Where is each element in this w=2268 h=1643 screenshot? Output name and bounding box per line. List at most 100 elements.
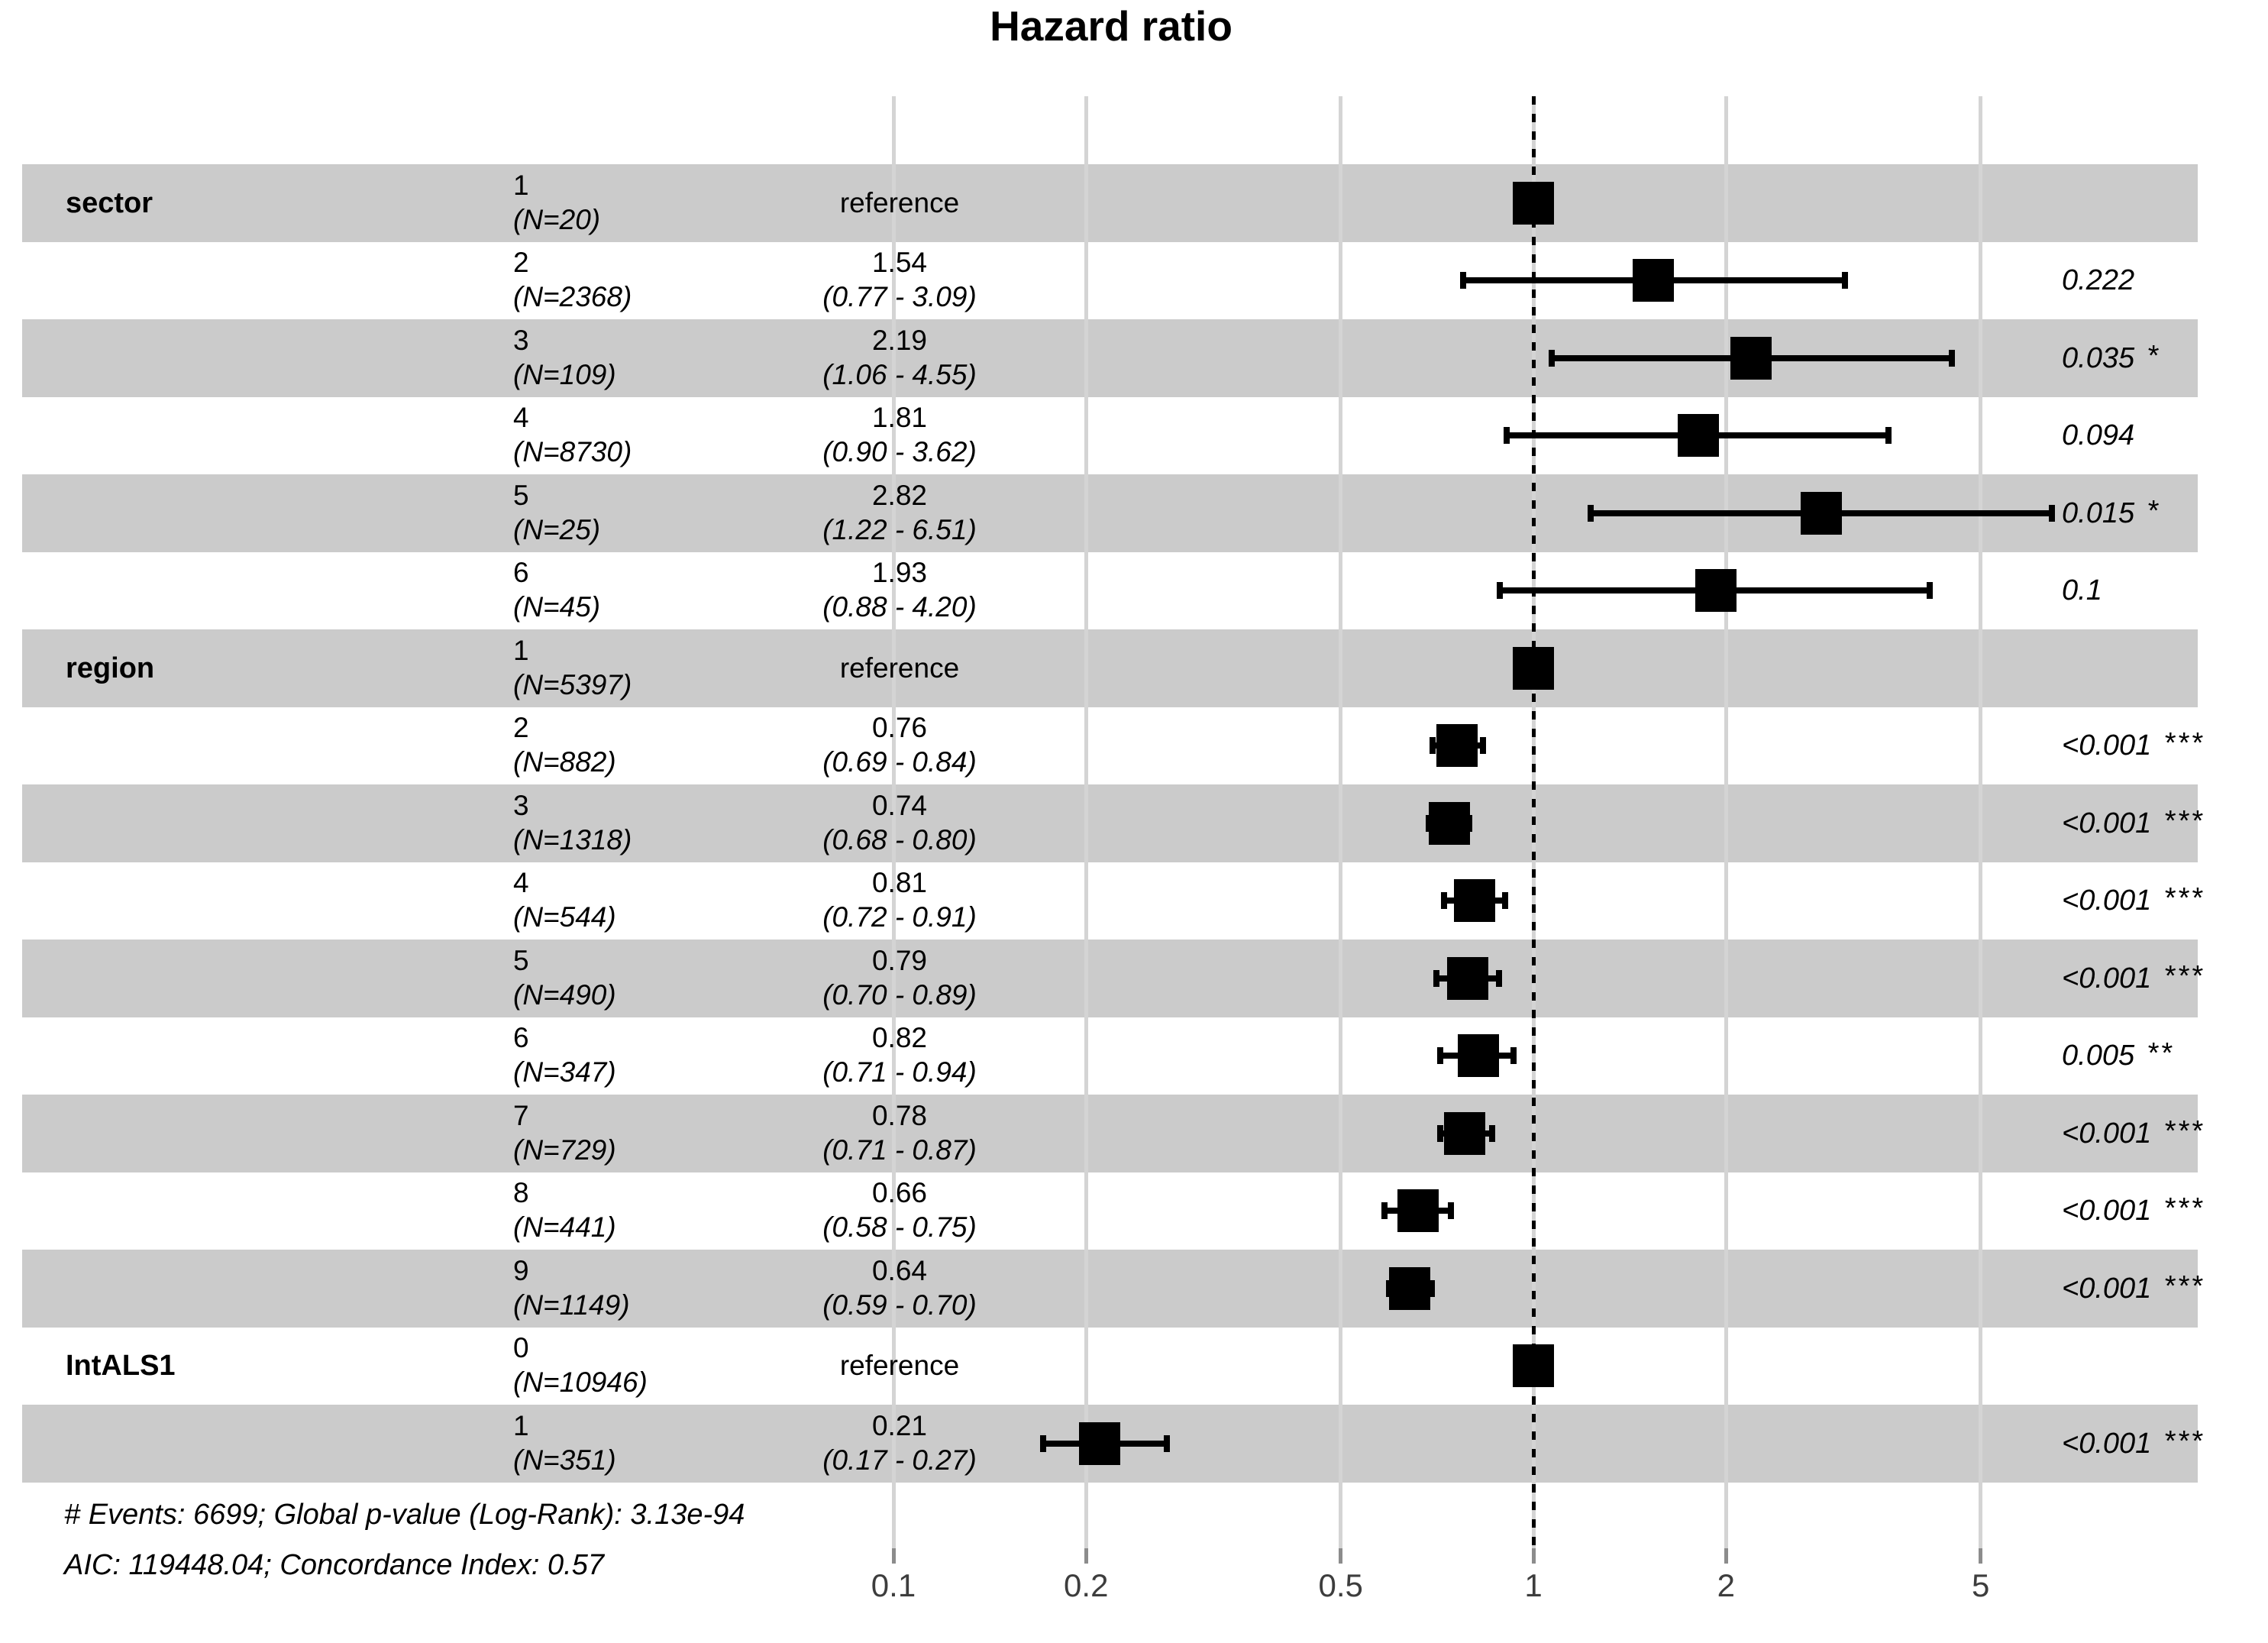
ci-cap-right — [1510, 1047, 1517, 1065]
row-stripe — [22, 164, 2198, 242]
level-value: 2 — [513, 712, 529, 744]
x-axis-tick-label: 0.5 — [1318, 1567, 1363, 1603]
p-value-cell: <0.001 *** — [2062, 1270, 2205, 1306]
level-cell: 9 (N=1149) — [513, 1253, 630, 1322]
level-value: 6 — [513, 557, 529, 589]
confidence-interval: (0.69 - 0.84) — [822, 746, 977, 778]
level-value: 5 — [513, 944, 529, 976]
x-gridline — [1084, 96, 1088, 1548]
ci-cap-left — [1459, 272, 1466, 289]
p-value-cell: 0.015 * — [2062, 494, 2160, 531]
p-value-cell: <0.001 *** — [2062, 960, 2205, 996]
significance-stars: *** — [2163, 882, 2205, 915]
row-stripe — [22, 629, 2198, 707]
hr-marker — [1447, 956, 1489, 1000]
level-n-count: (N=490) — [513, 978, 616, 1011]
x-axis-tick — [891, 1548, 896, 1564]
level-cell: 5 (N=490) — [513, 943, 616, 1012]
x-axis-tick — [1339, 1548, 1343, 1564]
ci-cap-left — [1549, 349, 1556, 367]
hazard-ratio-estimate: 1.54 — [871, 247, 927, 279]
confidence-interval: (0.88 - 4.20) — [822, 591, 977, 623]
ci-cap-right — [1841, 272, 1848, 289]
level-n-count: (N=882) — [513, 746, 616, 778]
hr-marker — [1513, 646, 1554, 690]
ci-cap-left — [1429, 737, 1436, 755]
x-axis-tick — [1724, 1548, 1728, 1564]
ci-cap-left — [1503, 427, 1510, 445]
hazard-ratio-estimate: reference — [839, 186, 960, 218]
hr-marker — [1730, 336, 1772, 380]
confidence-interval: (0.71 - 0.87) — [822, 1134, 977, 1166]
p-value-cell: 0.222 — [2062, 263, 2134, 298]
level-n-count: (N=441) — [513, 1211, 616, 1244]
level-value: 5 — [513, 479, 529, 511]
level-cell: 0 (N=10946) — [513, 1331, 648, 1399]
footnote-aic-concordance: AIC: 119448.04; Concordance Index: 0.57 — [64, 1549, 605, 1581]
level-cell: 6 (N=347) — [513, 1020, 616, 1089]
ci-cap-left — [1437, 1047, 1444, 1065]
significance-stars: * — [2147, 494, 2160, 527]
hr-marker — [1443, 1111, 1485, 1155]
p-value: <0.001 — [2062, 1272, 2152, 1305]
significance-stars: *** — [2163, 804, 2205, 837]
confidence-interval: (0.70 - 0.89) — [822, 978, 977, 1011]
ci-cap-left — [1497, 582, 1504, 600]
p-value-cell: <0.001 *** — [2062, 882, 2205, 918]
p-value-cell: 0.094 — [2062, 418, 2134, 453]
p-value: 0.015 — [2062, 496, 2135, 529]
p-value: <0.001 — [2062, 1195, 2152, 1227]
level-n-count: (N=1149) — [513, 1289, 630, 1321]
hazard-ratio-estimate: 0.66 — [871, 1177, 927, 1209]
confidence-interval: (0.58 - 0.75) — [822, 1211, 977, 1244]
level-cell: 4 (N=8730) — [513, 400, 632, 469]
level-n-count: (N=729) — [513, 1134, 616, 1166]
level-n-count: (N=10946) — [513, 1366, 648, 1399]
level-cell: 3 (N=1318) — [513, 788, 632, 857]
p-value-cell: 0.035 * — [2062, 339, 2160, 376]
level-value: 3 — [513, 789, 529, 821]
estimate-cell: 1.81 (0.90 - 3.62) — [709, 400, 1090, 469]
ci-cap-left — [1441, 892, 1448, 910]
ci-cap-right — [1489, 1124, 1496, 1142]
hr-marker — [1457, 1034, 1499, 1078]
level-n-count: (N=1318) — [513, 823, 632, 855]
p-value-cell: 0.005 ** — [2062, 1037, 2174, 1073]
hr-marker — [1436, 724, 1478, 768]
level-cell: 1 (N=351) — [513, 1409, 616, 1477]
ci-cap-right — [1479, 737, 1486, 755]
significance-stars: * — [2147, 339, 2160, 372]
p-value: <0.001 — [2062, 729, 2152, 762]
estimate-cell: 0.66 (0.58 - 0.75) — [709, 1176, 1090, 1244]
hazard-ratio-estimate: reference — [839, 1350, 960, 1382]
hr-marker — [1454, 879, 1496, 923]
ci-cap-right — [2048, 504, 2055, 522]
p-value: 0.005 — [2062, 1040, 2135, 1072]
estimate-cell: 2.19 (1.06 - 4.55) — [709, 323, 1090, 392]
confidence-interval: (1.06 - 4.55) — [822, 358, 977, 390]
estimate-cell: reference — [709, 186, 1090, 220]
ci-cap-left — [1433, 969, 1440, 987]
level-cell: 5 (N=25) — [513, 478, 600, 547]
confidence-interval: (0.77 - 3.09) — [822, 281, 977, 313]
x-axis-tick-label: 0.1 — [871, 1567, 916, 1603]
level-n-count: (N=109) — [513, 358, 616, 390]
level-cell: 8 (N=441) — [513, 1176, 616, 1244]
ci-cap-right — [1885, 427, 1892, 445]
p-value-cell: <0.001 *** — [2062, 727, 2205, 763]
p-value: <0.001 — [2062, 962, 2152, 995]
x-gridline — [1979, 96, 1983, 1548]
level-cell: 1 (N=20) — [513, 168, 600, 237]
hazard-ratio-estimate: 0.21 — [871, 1409, 927, 1441]
confidence-interval: (0.90 - 3.62) — [822, 436, 977, 468]
x-axis-tick — [1979, 1548, 1983, 1564]
estimate-cell: 0.74 (0.68 - 0.80) — [709, 788, 1090, 857]
confidence-interval: (0.72 - 0.91) — [822, 901, 977, 933]
row-stripe — [22, 784, 2198, 862]
level-value: 1 — [513, 1409, 529, 1441]
level-value: 8 — [513, 1177, 529, 1209]
level-n-count: (N=347) — [513, 1056, 616, 1088]
level-cell: 2 (N=2368) — [513, 245, 632, 314]
estimate-cell: reference — [709, 1348, 1090, 1383]
hazard-ratio-estimate: 0.76 — [871, 712, 927, 744]
